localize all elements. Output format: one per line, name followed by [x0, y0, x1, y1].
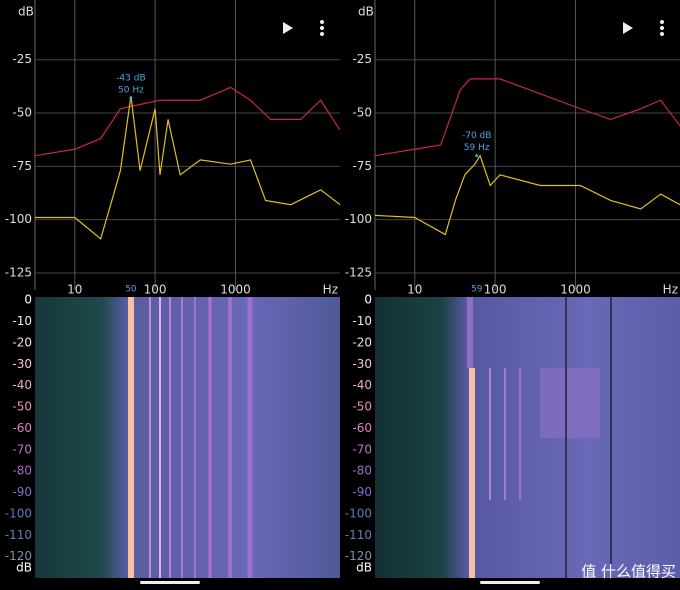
y-tick-label: -25	[352, 52, 372, 66]
spectrogram-tick-label: -10	[352, 314, 372, 328]
y-tick-label: -50	[352, 106, 372, 120]
y-tick-label: -100	[345, 212, 372, 226]
spectrogram	[35, 297, 340, 578]
menu-button[interactable]	[320, 20, 324, 36]
spectrogram-tick-label: -80	[12, 464, 32, 478]
y-axis-label: dB	[358, 5, 374, 19]
x-tick-label: 100	[484, 283, 507, 297]
spectrogram-tick-label: -20	[352, 335, 372, 349]
play-button[interactable]	[623, 22, 633, 34]
spectrogram-tick-label: -100	[5, 506, 32, 520]
home-indicator	[480, 581, 540, 584]
spectrum-line	[34, 86, 341, 157]
y-tick-label: -75	[352, 159, 372, 173]
spectrogram-tick-label: -20	[12, 335, 32, 349]
spectrogram-tick-label: -60	[12, 421, 32, 435]
x-tick-label: 10	[67, 283, 82, 297]
peak-db-label: -43 dB	[116, 74, 145, 84]
peak-marker	[129, 96, 133, 100]
x-unit-label: Hz	[663, 283, 678, 297]
peak-marker	[475, 154, 479, 158]
peak-hz-label: 50 Hz	[118, 86, 144, 96]
x-tick-label: 1000	[220, 283, 251, 297]
spectrogram-tick-label: -110	[5, 528, 32, 542]
watermark: 值 什么值得买	[581, 563, 676, 581]
spectrogram-tick-label: -70	[352, 442, 372, 456]
spectrum-line	[374, 154, 680, 236]
y-tick-label: -125	[5, 265, 32, 279]
spectrogram-tick-label: -110	[345, 528, 372, 542]
spectrogram-tick-label: -30	[352, 357, 372, 371]
spectrogram-axis-label: dB	[16, 561, 32, 575]
spectrogram-tick-label: -120	[345, 549, 372, 563]
spectrogram-tick-label: -40	[12, 378, 32, 392]
spectrogram-tick-label: 0	[364, 293, 372, 307]
peak-freq-marker: 59	[471, 285, 483, 295]
y-tick-label: -100	[5, 212, 32, 226]
x-tick-label: 100	[144, 283, 167, 297]
spectrogram-axis-label: dB	[356, 561, 372, 575]
spectrogram-tick-label: -40	[352, 378, 372, 392]
x-tick-label: 10	[407, 283, 422, 297]
spectrogram-tick-label: -50	[12, 400, 32, 414]
spectrogram-tick-label: -120	[5, 549, 32, 563]
y-tick-label: -75	[12, 159, 32, 173]
x-unit-label: Hz	[323, 283, 338, 297]
peak-hz-label: 59 Hz	[464, 143, 490, 153]
peak-db-label: -70 dB	[462, 131, 491, 141]
y-tick-label: -125	[345, 265, 372, 279]
spectrogram-tick-label: -100	[345, 506, 372, 520]
spectrogram-tick-label: -50	[352, 400, 372, 414]
spectrum-line	[374, 78, 680, 157]
y-tick-label: -25	[12, 52, 32, 66]
spectrogram-tick-label: 0	[24, 293, 32, 307]
spectrum-line	[35, 95, 341, 240]
spectrogram	[375, 297, 680, 578]
spectrogram-tick-label: -10	[12, 314, 32, 328]
spectrogram-tick-label: -30	[12, 357, 32, 371]
y-axis-label: dB	[18, 5, 34, 19]
spectrogram-tick-label: -60	[352, 421, 372, 435]
x-tick-label: 1000	[560, 283, 591, 297]
controls[interactable]	[283, 20, 664, 36]
spectrogram-tick-label: -70	[12, 442, 32, 456]
spectrogram-tick-label: -90	[12, 485, 32, 499]
play-button[interactable]	[283, 22, 293, 34]
y-tick-label: -50	[12, 106, 32, 120]
home-indicator	[140, 581, 200, 584]
menu-button[interactable]	[660, 20, 664, 36]
peak-freq-marker: 50	[125, 285, 137, 295]
spectrogram-tick-label: -90	[352, 485, 372, 499]
spectrogram-tick-label: -80	[352, 464, 372, 478]
spectrogram-lines	[128, 297, 612, 578]
